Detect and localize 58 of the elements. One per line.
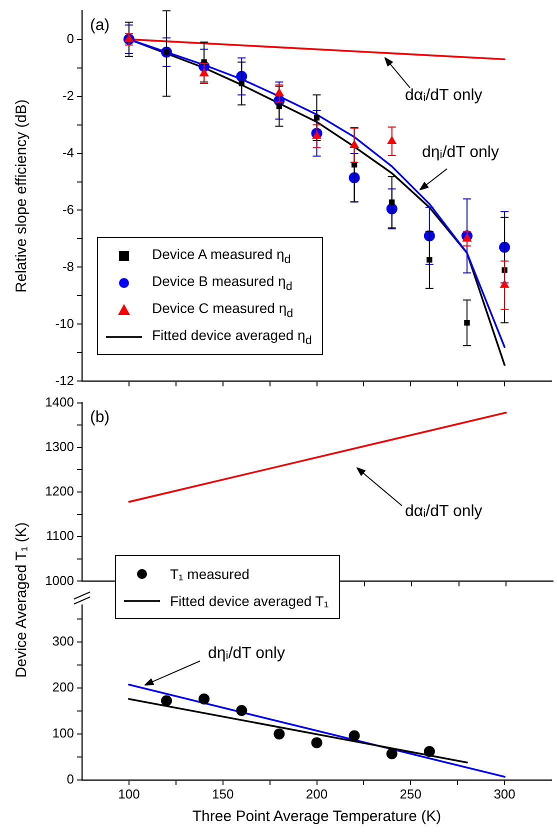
annotation: dαᵢ/dT only xyxy=(405,87,482,105)
point xyxy=(386,748,398,760)
annotation: (b) xyxy=(90,408,110,426)
y-tick-label: 0 xyxy=(66,772,74,787)
y-tick-label: 1000 xyxy=(45,572,74,588)
point xyxy=(426,256,432,263)
point xyxy=(500,280,510,288)
point xyxy=(314,114,320,120)
point xyxy=(350,140,360,148)
x-tick-label: 100 xyxy=(118,786,140,802)
point xyxy=(311,737,322,748)
point xyxy=(161,695,172,706)
x-tick-label: 250 xyxy=(400,786,422,802)
legend-label: Device A measured η$_{d}$ xyxy=(152,246,291,266)
point xyxy=(276,103,282,110)
y-tick-label: 1400 xyxy=(45,394,74,410)
y-tick-label: 300 xyxy=(52,633,74,648)
annotation: (a) xyxy=(90,16,110,34)
point xyxy=(389,199,395,206)
point xyxy=(274,728,285,740)
legend-label: Fitted device averaged T₁ xyxy=(170,592,329,608)
point xyxy=(464,320,470,326)
point xyxy=(198,693,210,704)
point xyxy=(348,730,360,742)
y-tick-label: 1200 xyxy=(45,484,74,499)
annotation: dηᵢ/dT only xyxy=(208,645,285,663)
y-tick-label: -12 xyxy=(55,372,74,388)
y-tick-label: -4 xyxy=(62,144,74,160)
point xyxy=(236,704,248,716)
y-tick-label: 200 xyxy=(52,679,74,694)
point xyxy=(124,34,134,42)
y-tick-label: 0 xyxy=(66,30,74,46)
point xyxy=(387,136,397,144)
y-axis-title: Relative slope efficiency (dB) xyxy=(12,99,30,293)
point xyxy=(312,130,322,139)
y-tick-label: 1300 xyxy=(45,438,74,454)
point xyxy=(238,80,244,86)
y-tick-label: -2 xyxy=(62,88,74,103)
point xyxy=(462,233,472,242)
y-tick-label: 100 xyxy=(52,726,74,741)
point xyxy=(424,746,435,757)
point xyxy=(199,68,209,76)
point xyxy=(274,88,284,96)
y-tick-label: 1100 xyxy=(46,528,74,544)
annotation: dαᵢ/dT only xyxy=(405,503,482,521)
y-tick-label: -6 xyxy=(62,202,74,217)
y-tick-label: -10 xyxy=(55,316,74,331)
legend-label: Device B measured η$_{d}$ xyxy=(152,272,292,293)
annotation: dηᵢ/dT only xyxy=(422,144,499,162)
y-tick-label: -8 xyxy=(62,258,74,274)
y-axis-title: Device Averaged T₁ (K) xyxy=(12,522,30,678)
x-axis-title: Three Point Average Temperature (K) xyxy=(192,808,442,826)
legend-label: T₁ measured xyxy=(170,566,250,582)
legend-label: Fitted device averaged η$_{d}$ xyxy=(152,326,312,347)
x-tick-label: 300 xyxy=(494,786,516,802)
x-tick-label: 200 xyxy=(306,786,328,802)
x-tick-label: 150 xyxy=(212,786,234,802)
legend-label: Device C measured η$_{d}$ xyxy=(152,300,294,320)
